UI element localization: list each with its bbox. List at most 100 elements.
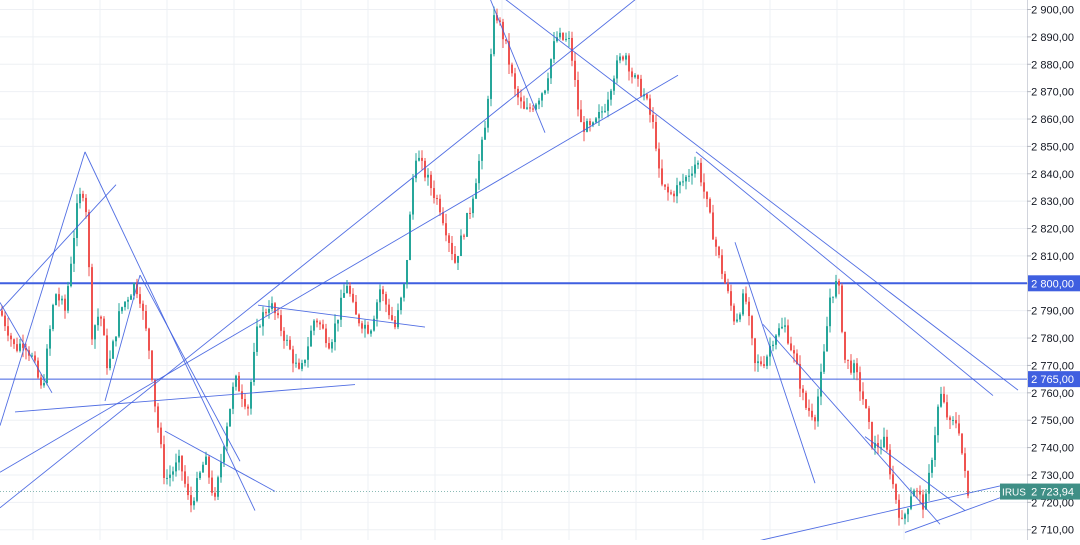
candle-body — [22, 343, 24, 348]
candle-body — [655, 121, 657, 149]
candle-body — [370, 330, 372, 334]
candle-body — [190, 495, 192, 506]
candle-body — [31, 355, 33, 357]
y-tick-label: 2 820,00 — [1031, 224, 1074, 236]
candle-body — [967, 471, 969, 496]
candle-body — [79, 193, 81, 204]
level-badge-label: 2 800,00 — [1031, 278, 1074, 290]
candle-body — [16, 344, 18, 351]
trend-line — [0, 184, 117, 311]
candle-body — [196, 478, 198, 501]
candle-body — [601, 111, 603, 113]
symbol-badge — [1000, 483, 1028, 500]
candle-body — [220, 462, 222, 478]
candle-body — [559, 32, 561, 38]
candle-body — [658, 148, 660, 169]
y-tick-label: 2 790,00 — [1031, 306, 1074, 318]
level-badge-label: 2 765,00 — [1031, 374, 1074, 386]
candle-body — [766, 356, 768, 366]
candle-body — [88, 212, 90, 268]
candle-body — [301, 363, 303, 369]
candle-body — [313, 320, 315, 331]
candle-body — [646, 94, 648, 99]
candle-body — [640, 78, 642, 97]
candle-body — [715, 239, 717, 247]
candle-body — [751, 316, 753, 339]
candle-body — [406, 259, 408, 285]
candle-body — [763, 364, 765, 366]
candle-body — [481, 139, 483, 161]
candle-body — [457, 256, 459, 263]
candle-body — [361, 323, 363, 329]
candle-body — [955, 420, 957, 424]
candle-body — [403, 284, 405, 298]
candle-body — [688, 175, 690, 177]
candle-body — [139, 294, 141, 304]
candle-body — [901, 517, 903, 519]
candle-body — [328, 343, 330, 349]
candle-body — [700, 162, 702, 183]
candle-body — [802, 388, 804, 393]
candle-body — [745, 293, 747, 302]
candle-body — [115, 336, 117, 342]
candle-body — [451, 242, 453, 255]
candle-body — [622, 56, 624, 60]
y-tick-label: 2 890,00 — [1031, 32, 1074, 44]
trend-line — [104, 274, 141, 402]
candle-body — [478, 160, 480, 184]
candle-body — [940, 393, 942, 407]
candle-body — [184, 471, 186, 484]
candle-body — [265, 312, 267, 314]
candle-body — [163, 444, 165, 478]
candle-body — [217, 477, 219, 497]
candle-body — [703, 182, 705, 192]
candle-body — [421, 157, 423, 161]
y-tick-label: 2 780,00 — [1031, 333, 1074, 345]
level-badge — [1028, 371, 1080, 388]
candle-body — [103, 318, 105, 336]
candle-body — [10, 335, 12, 340]
candle-body — [415, 160, 417, 179]
candle-body — [25, 347, 27, 351]
candle-body — [604, 110, 606, 112]
candle-body — [202, 464, 204, 473]
candle-body — [427, 174, 429, 178]
candle-body — [685, 176, 687, 182]
candle-body — [952, 420, 954, 422]
candle-body — [274, 303, 276, 314]
candle-body — [337, 319, 339, 324]
candle-body — [46, 348, 48, 383]
candle-body — [97, 316, 99, 326]
candle-body — [790, 343, 792, 351]
candle-body — [358, 314, 360, 324]
candle-body — [166, 477, 168, 479]
candle-body — [799, 364, 801, 389]
candle-body — [283, 330, 285, 341]
candle-body — [637, 75, 639, 79]
candle-body — [235, 375, 237, 387]
candle-body — [544, 90, 546, 94]
candle-body — [829, 297, 831, 327]
candle-body — [616, 60, 618, 79]
candles-layer — [1, 6, 969, 526]
candle-body — [442, 212, 444, 224]
candle-body — [19, 343, 21, 351]
candle-body — [823, 351, 825, 372]
candle-body — [385, 294, 387, 305]
candle-body — [73, 238, 75, 264]
candle-body — [397, 310, 399, 328]
candle-body — [895, 484, 897, 500]
candle-body — [526, 107, 528, 109]
candle-body — [505, 39, 507, 42]
candle-body — [136, 283, 138, 295]
candle-body — [628, 55, 630, 72]
candle-body — [376, 302, 378, 319]
candle-body — [130, 295, 132, 300]
y-tick-label: 2 740,00 — [1031, 443, 1074, 455]
candle-body — [958, 423, 960, 434]
candle-body — [730, 291, 732, 306]
candle-body — [934, 435, 936, 460]
